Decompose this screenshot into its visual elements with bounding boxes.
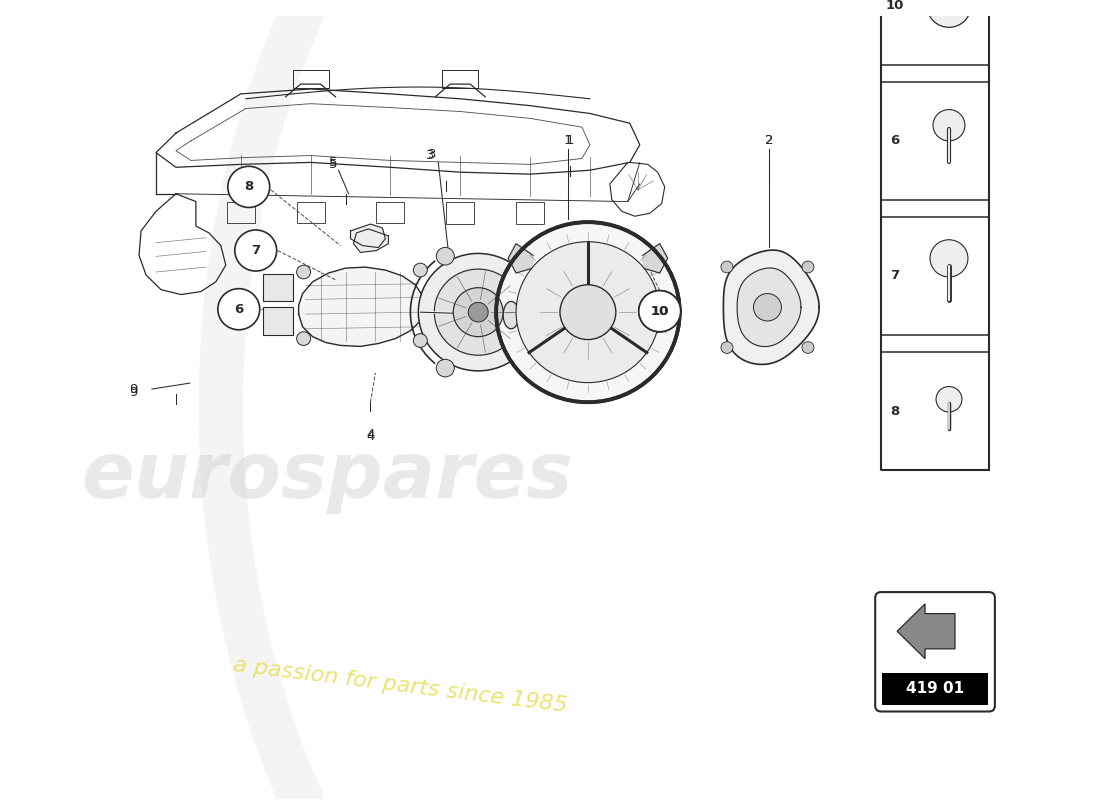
Circle shape bbox=[516, 242, 660, 382]
Text: 4: 4 bbox=[366, 430, 375, 443]
Bar bbox=[263, 307, 293, 334]
Polygon shape bbox=[508, 244, 534, 273]
Circle shape bbox=[453, 288, 503, 337]
Text: 2: 2 bbox=[766, 134, 773, 147]
Circle shape bbox=[939, 0, 959, 15]
Polygon shape bbox=[724, 250, 820, 365]
Text: eurospares: eurospares bbox=[81, 438, 573, 514]
Circle shape bbox=[933, 110, 965, 141]
Polygon shape bbox=[642, 244, 668, 273]
Bar bbox=[263, 274, 293, 302]
Text: a passion for parts since 1985: a passion for parts since 1985 bbox=[232, 656, 569, 717]
Text: 7: 7 bbox=[251, 244, 261, 257]
Bar bbox=[882, 674, 988, 705]
Circle shape bbox=[218, 289, 260, 330]
Bar bbox=[376, 202, 405, 223]
Circle shape bbox=[418, 254, 538, 371]
Circle shape bbox=[414, 263, 427, 277]
Text: 7: 7 bbox=[891, 270, 900, 282]
Circle shape bbox=[414, 334, 427, 347]
Polygon shape bbox=[298, 267, 426, 346]
Bar bbox=[447, 202, 474, 223]
Text: 1: 1 bbox=[563, 134, 572, 147]
Circle shape bbox=[496, 222, 680, 402]
Text: 5: 5 bbox=[329, 158, 338, 171]
Text: 4: 4 bbox=[366, 428, 375, 441]
Circle shape bbox=[720, 342, 733, 354]
Polygon shape bbox=[353, 229, 388, 253]
Bar bbox=[881, 352, 989, 470]
Circle shape bbox=[560, 285, 616, 339]
Circle shape bbox=[434, 269, 522, 355]
FancyBboxPatch shape bbox=[876, 592, 994, 711]
Circle shape bbox=[927, 0, 971, 27]
Circle shape bbox=[437, 247, 454, 265]
Circle shape bbox=[754, 294, 781, 321]
Circle shape bbox=[802, 261, 814, 273]
Circle shape bbox=[639, 290, 681, 332]
Text: 5: 5 bbox=[329, 156, 338, 169]
Text: 419 01: 419 01 bbox=[906, 682, 964, 697]
Bar bbox=[881, 218, 989, 334]
Text: 8: 8 bbox=[244, 180, 253, 194]
Text: 2: 2 bbox=[766, 134, 773, 147]
Circle shape bbox=[228, 166, 270, 207]
Text: 8: 8 bbox=[891, 405, 900, 418]
Text: 9: 9 bbox=[129, 383, 138, 396]
Circle shape bbox=[297, 265, 310, 279]
Bar bbox=[881, 0, 989, 470]
Polygon shape bbox=[898, 604, 955, 658]
Text: 1: 1 bbox=[565, 134, 574, 147]
Text: 3: 3 bbox=[426, 149, 434, 162]
Text: 6: 6 bbox=[234, 302, 243, 316]
Bar bbox=[442, 70, 478, 88]
Text: 9: 9 bbox=[129, 386, 138, 399]
Circle shape bbox=[930, 240, 968, 277]
Circle shape bbox=[297, 332, 310, 346]
Circle shape bbox=[437, 359, 454, 377]
Polygon shape bbox=[351, 224, 385, 247]
Circle shape bbox=[720, 261, 733, 273]
Bar bbox=[881, 82, 989, 199]
Text: 10: 10 bbox=[650, 305, 669, 318]
Circle shape bbox=[234, 230, 277, 271]
Bar bbox=[297, 202, 324, 223]
Circle shape bbox=[936, 386, 962, 412]
Text: 10: 10 bbox=[650, 305, 669, 318]
Ellipse shape bbox=[503, 302, 519, 329]
Polygon shape bbox=[737, 268, 801, 346]
Bar bbox=[227, 202, 255, 223]
Bar bbox=[293, 70, 329, 88]
Text: 6: 6 bbox=[891, 134, 900, 147]
Circle shape bbox=[535, 303, 553, 321]
Polygon shape bbox=[540, 254, 560, 282]
Circle shape bbox=[469, 302, 488, 322]
Text: 10: 10 bbox=[886, 0, 904, 12]
Text: 3: 3 bbox=[428, 148, 437, 161]
Circle shape bbox=[639, 290, 681, 332]
Bar bbox=[881, 0, 989, 65]
Bar bbox=[516, 202, 544, 224]
Circle shape bbox=[802, 342, 814, 354]
